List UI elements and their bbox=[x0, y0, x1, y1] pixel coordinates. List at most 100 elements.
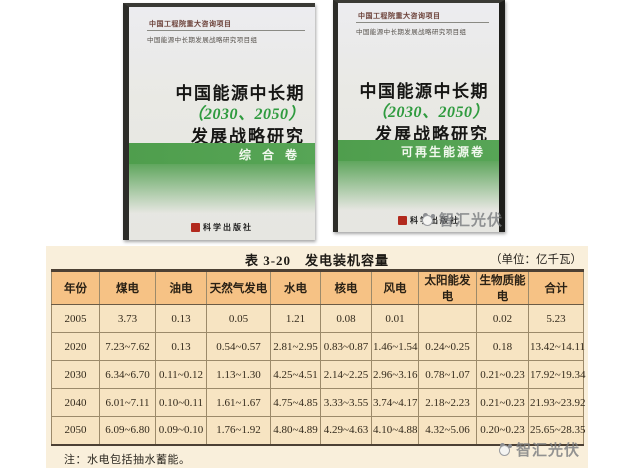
book-title-line1: 中国能源中长期 bbox=[175, 84, 305, 103]
publisher-row: 科学出版社 bbox=[338, 215, 499, 226]
book-cover-comprehensive-volume: 中国工程院重大咨询项目 中国能源中长期发展战略研究项目组 中国能源中长期 （20… bbox=[123, 3, 315, 240]
cell-biomass: 0.21~0.23 bbox=[476, 360, 529, 389]
table-unit-label: （单位：亿千瓦） bbox=[490, 254, 582, 266]
cell-solar: 0.78~1.07 bbox=[418, 360, 477, 389]
cell-solar: 4.32~5.06 bbox=[418, 416, 477, 445]
cell-biomass: 0.21~0.23 bbox=[476, 388, 529, 417]
col-header-year: 年份 bbox=[51, 270, 100, 305]
cell-wind: 4.10~4.88 bbox=[371, 416, 419, 445]
cell-wind: 0.01 bbox=[371, 304, 419, 333]
research-group-label: 中国能源中长期发展战略研究项目组 bbox=[356, 29, 467, 36]
program-label: 中国工程院重大咨询项目 bbox=[358, 12, 441, 20]
cell-gas: 0.54~0.57 bbox=[206, 332, 271, 361]
watermark-text: 智汇光伏 bbox=[515, 443, 580, 459]
publisher-name: 科学出版社 bbox=[203, 223, 253, 232]
cell-year: 2050 bbox=[51, 416, 100, 445]
cell-oil: 0.09~0.10 bbox=[155, 416, 207, 445]
cell-hydro: 2.81~2.95 bbox=[270, 332, 321, 361]
cell-hydro: 4.80~4.89 bbox=[270, 416, 321, 445]
cell-gas: 0.05 bbox=[206, 304, 271, 333]
cell-coal: 3.73 bbox=[99, 304, 156, 333]
cell-coal: 6.09~6.80 bbox=[99, 416, 156, 445]
col-header-wind: 风电 bbox=[371, 270, 419, 305]
col-header-biomass: 生物质能电 bbox=[476, 270, 529, 305]
cell-total: 25.65~28.35 bbox=[528, 416, 585, 445]
cell-solar: 2.18~2.23 bbox=[418, 388, 477, 417]
cell-wind: 2.96~3.16 bbox=[371, 360, 419, 389]
col-header-coal: 煤电 bbox=[99, 270, 156, 305]
cell-biomass: 0.18 bbox=[476, 332, 529, 361]
publisher-name: 科学出版社 bbox=[410, 216, 460, 225]
cell-oil: 0.13 bbox=[155, 332, 207, 361]
volume-band: 可再生能源卷 bbox=[338, 140, 499, 161]
cell-oil: 0.11~0.12 bbox=[155, 360, 207, 389]
cell-nuclear: 3.33~3.55 bbox=[320, 388, 372, 417]
cell-oil: 0.10~0.11 bbox=[155, 388, 207, 417]
table-row: 2020 7.23~7.62 0.13 0.54~0.57 2.81~2.95 … bbox=[51, 332, 585, 361]
table-header-row: 年份 煤电 油电 天然气发电 水电 核电 风电 太阳能发电 生物质能电 合计 bbox=[51, 270, 584, 305]
col-header-gas: 天然气发电 bbox=[206, 270, 271, 305]
book-cover-front: 中国工程院重大咨询项目 中国能源中长期发展战略研究项目组 中国能源中长期 （20… bbox=[129, 7, 315, 240]
cell-biomass: 0.20~0.23 bbox=[476, 416, 529, 445]
book-cover-renewable-energy-volume: 中国工程院重大咨询项目 中国能源中长期发展战略研究项目组 中国能源中长期 （20… bbox=[333, 0, 505, 232]
cell-biomass: 0.02 bbox=[476, 304, 529, 333]
cell-wind: 1.46~1.54 bbox=[371, 332, 419, 361]
green-gradient bbox=[129, 164, 315, 216]
table-title: 表 3-20 发电装机容量 bbox=[244, 253, 390, 268]
book-title-line3: 发展战略研究 bbox=[191, 127, 305, 146]
cell-year: 2030 bbox=[51, 360, 100, 389]
cell-hydro: 1.21 bbox=[270, 304, 321, 333]
cell-nuclear: 0.08 bbox=[320, 304, 372, 333]
cell-nuclear: 0.83~0.87 bbox=[320, 332, 372, 361]
book-title-line3: 发展战略研究 bbox=[375, 125, 489, 144]
cell-oil: 0.13 bbox=[155, 304, 207, 333]
cell-nuclear: 2.14~2.25 bbox=[320, 360, 372, 389]
book-title-years: （2030、2050） bbox=[371, 104, 489, 121]
cell-coal: 7.23~7.62 bbox=[99, 332, 156, 361]
table-row: 2030 6.34~6.70 0.11~0.12 1.13~1.30 4.25~… bbox=[51, 360, 585, 389]
cell-solar: 0.24~0.25 bbox=[418, 332, 477, 361]
col-header-solar: 太阳能发电 bbox=[418, 270, 477, 305]
green-gradient bbox=[338, 161, 499, 213]
col-header-total: 合计 bbox=[528, 270, 584, 305]
cell-total: 13.42~14.11 bbox=[528, 332, 585, 361]
cell-year: 2005 bbox=[51, 304, 100, 333]
watermark: 智汇光伏 bbox=[421, 209, 503, 230]
col-header-oil: 油电 bbox=[155, 270, 207, 305]
book-cover-front: 中国工程院重大咨询项目 中国能源中长期发展战略研究项目组 中国能源中长期 （20… bbox=[338, 3, 502, 232]
divider bbox=[147, 30, 305, 31]
table-row: 2005 3.73 0.13 0.05 1.21 0.08 0.01 0.02 … bbox=[51, 304, 584, 333]
watermark-text: 智汇光伏 bbox=[438, 213, 503, 229]
capacity-table: 年份 煤电 油电 天然气发电 水电 核电 风电 太阳能发电 生物质能电 合计 2… bbox=[51, 269, 585, 446]
watermark-logo-icon bbox=[421, 213, 437, 226]
cell-gas: 1.13~1.30 bbox=[206, 360, 271, 389]
divider bbox=[356, 22, 489, 23]
scanned-table-page: 表 3-20 发电装机容量 （单位：亿千瓦） 年份 煤电 油电 天然气发电 水电… bbox=[46, 246, 588, 468]
publisher-seal-icon bbox=[398, 216, 407, 225]
table-row: 2050 6.09~6.80 0.09~0.10 1.76~1.92 4.80~… bbox=[51, 416, 585, 445]
cell-total: 5.23 bbox=[528, 304, 584, 333]
cell-solar bbox=[418, 304, 477, 333]
table-row: 2040 6.01~7.11 0.10~0.11 1.61~1.67 4.75~… bbox=[51, 388, 585, 417]
publisher-row: 科学出版社 bbox=[129, 222, 315, 233]
table-footnote: 注：水电包括抽水蓄能。 bbox=[64, 453, 191, 466]
watermark-logo-icon bbox=[498, 443, 514, 456]
program-label: 中国工程院重大咨询项目 bbox=[149, 20, 232, 28]
publisher-seal-icon bbox=[191, 223, 200, 232]
cell-total: 17.92~19.34 bbox=[528, 360, 585, 389]
volume-band: 综 合 卷 bbox=[129, 143, 315, 164]
research-group-label: 中国能源中长期发展战略研究项目组 bbox=[147, 37, 258, 44]
cell-year: 2040 bbox=[51, 388, 100, 417]
table-title-row: 表 3-20 发电装机容量 （单位：亿千瓦） bbox=[46, 246, 588, 269]
col-header-nuclear: 核电 bbox=[320, 270, 372, 305]
book-title-years: （2030、2050） bbox=[187, 106, 305, 123]
cell-gas: 1.61~1.67 bbox=[206, 388, 271, 417]
cell-gas: 1.76~1.92 bbox=[206, 416, 271, 445]
book-title-line1: 中国能源中长期 bbox=[359, 82, 489, 101]
cell-wind: 3.74~4.17 bbox=[371, 388, 419, 417]
cell-nuclear: 4.29~4.63 bbox=[320, 416, 372, 445]
cell-coal: 6.34~6.70 bbox=[99, 360, 156, 389]
cell-year: 2020 bbox=[51, 332, 100, 361]
cell-hydro: 4.25~4.51 bbox=[270, 360, 321, 389]
